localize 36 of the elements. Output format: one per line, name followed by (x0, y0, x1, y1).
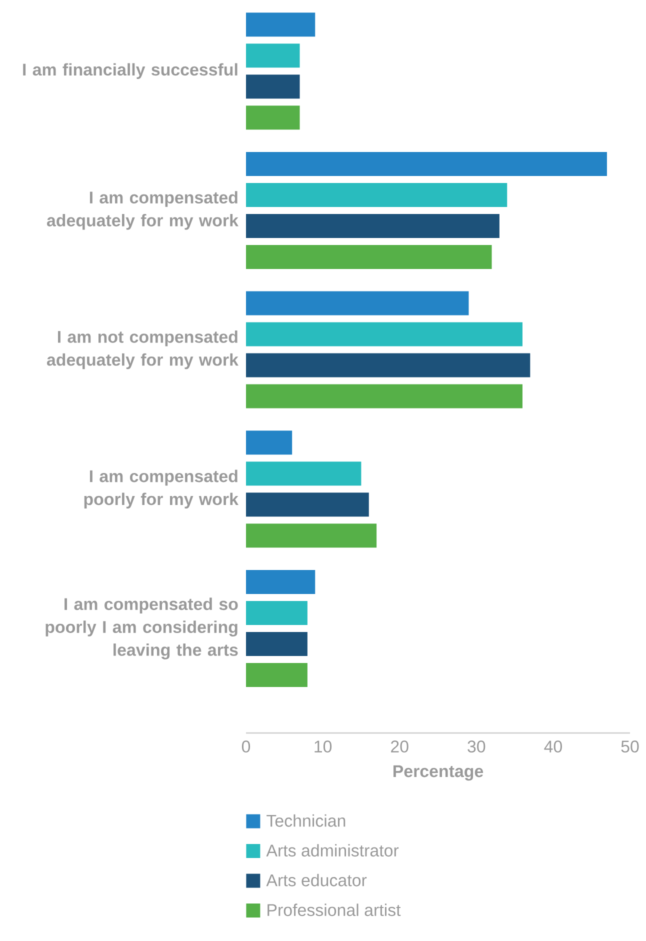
bar (246, 384, 522, 408)
x-axis-title: Percentage (393, 765, 484, 781)
legend-label: Technician (266, 814, 346, 827)
bar (246, 492, 369, 517)
bar (246, 152, 607, 176)
bar (246, 44, 300, 68)
x-tick-label: 40 (544, 740, 562, 753)
bar (246, 291, 469, 316)
bar (246, 182, 508, 207)
bar (246, 74, 300, 99)
bar (246, 663, 308, 688)
bar (246, 601, 308, 626)
bar (246, 430, 292, 455)
legend-label: Professional artist (268, 904, 401, 916)
y-tick-label: I am compensated so poorly I am considering leaving the arts (46, 598, 238, 660)
x-tick-label: 10 (314, 740, 332, 753)
x-tick-label: 20 (391, 740, 408, 753)
bar (246, 106, 300, 130)
bar (246, 214, 500, 238)
bar (246, 322, 522, 346)
y-tick-label: I am not compensated adequately for my work (46, 330, 238, 370)
x-tick-label: 0 (242, 740, 250, 753)
bar (246, 353, 530, 378)
bar (246, 462, 362, 486)
bar (246, 12, 316, 37)
y-tick-label: I am financially successful (23, 63, 238, 79)
x-tick-label: 50 (621, 740, 639, 753)
bar (246, 244, 492, 269)
bar (246, 524, 377, 548)
y-tick-label: I am compensated adequately for my work (46, 191, 238, 230)
x-tick-label: 30 (468, 740, 486, 753)
legend-label: Arts educator (266, 874, 367, 886)
legend-label: Arts administrator (266, 844, 399, 857)
bar (246, 570, 316, 594)
bar (246, 632, 308, 656)
y-tick-label: I am compensated poorly for my work (84, 470, 238, 508)
